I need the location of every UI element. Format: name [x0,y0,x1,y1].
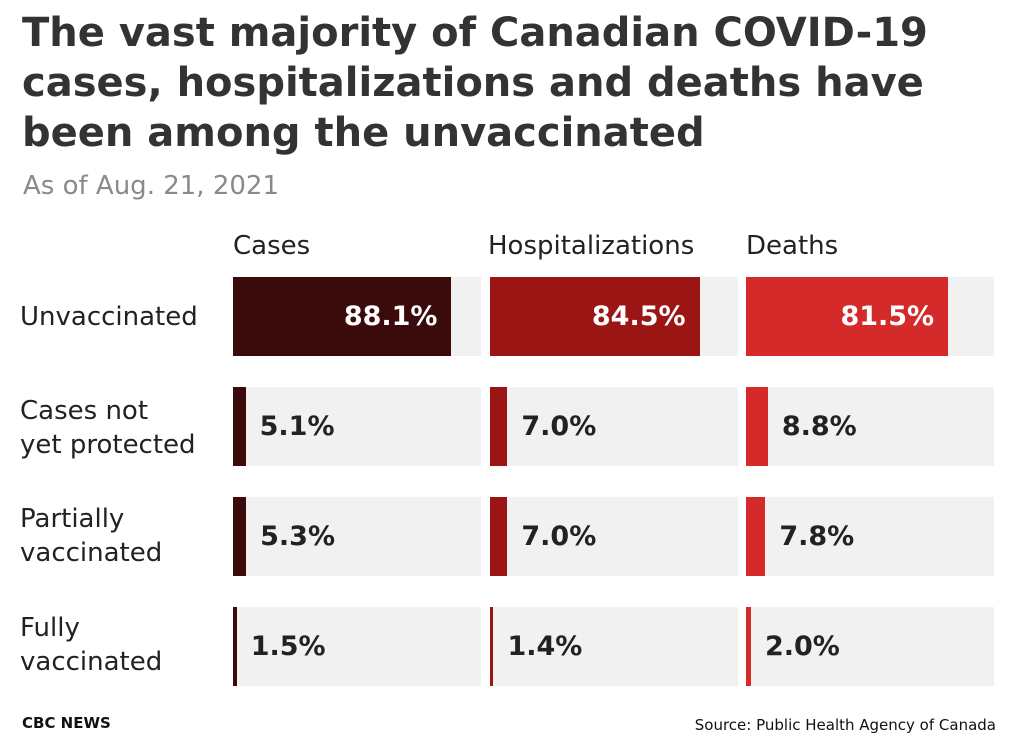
data-label-cases-cases-not-yet-protected: 5.1% [259,411,335,442]
bar-track-deaths-cases-not-yet-protected: 8.8% [746,387,994,466]
bar-hospitalizations-partially-vaccinated [490,497,508,576]
data-label-deaths-fully-vaccinated: 2.0% [764,631,840,662]
row-label-cases-not-yet-protected: Cases not yet protected [20,396,196,460]
data-label-hospitalizations-unvaccinated: 84.5% [591,301,686,332]
bar-hospitalizations-unvaccinated [490,277,700,356]
bar-deaths-cases-not-yet-protected [746,387,768,466]
bar-deaths-unvaccinated [746,277,949,356]
bar-track-cases-unvaccinated: 88.1% [233,277,481,356]
column-header-hospitalizations: Hospitalizations [488,231,695,261]
column-header-cases: Cases [233,231,311,261]
bar-track-hospitalizations-unvaccinated: 84.5% [490,277,738,356]
column-header-deaths: Deaths [746,231,839,261]
bar-track-hospitalizations-partially-vaccinated: 7.0% [490,497,738,576]
data-label-deaths-partially-vaccinated: 7.8% [779,521,855,552]
chart-title: The vast majority of Canadian COVID-19 c… [22,10,928,156]
brand-logo-text: CBC NEWS [22,714,111,732]
bar-track-hospitalizations-cases-not-yet-protected: 7.0% [490,387,738,466]
data-label-hospitalizations-cases-not-yet-protected: 7.0% [521,411,597,442]
row-label-unvaccinated: Unvaccinated [20,302,198,332]
data-label-cases-partially-vaccinated: 5.3% [260,521,336,552]
bar-deaths-partially-vaccinated [746,497,766,576]
row-label-partially-vaccinated: Partially vaccinated [20,504,163,568]
bar-track-hospitalizations-fully-vaccinated: 1.4% [490,607,738,686]
bar-cases-cases-not-yet-protected [233,387,246,466]
bar-track-cases-fully-vaccinated: 1.5% [233,607,481,686]
source-note: Source: Public Health Agency of Canada [694,716,996,734]
bar-track-cases-cases-not-yet-protected: 5.1% [233,387,481,466]
bar-cases-fully-vaccinated [233,607,237,686]
bar-track-deaths-unvaccinated: 81.5% [746,277,994,356]
data-label-cases-fully-vaccinated: 1.5% [250,631,326,662]
data-label-hospitalizations-fully-vaccinated: 1.4% [507,631,583,662]
chart-subtitle: As of Aug. 21, 2021 [23,171,280,201]
bar-cases-unvaccinated [233,277,452,356]
data-label-deaths-cases-not-yet-protected: 8.8% [781,411,857,442]
data-label-cases-unvaccinated: 88.1% [343,301,438,332]
row-label-fully-vaccinated: Fully vaccinated [20,613,163,677]
bar-cases-partially-vaccinated [233,497,247,576]
bar-deaths-fully-vaccinated [746,607,751,686]
bar-track-cases-partially-vaccinated: 5.3% [233,497,481,576]
bar-hospitalizations-cases-not-yet-protected [490,387,508,466]
bar-hospitalizations-fully-vaccinated [490,607,494,686]
data-label-hospitalizations-partially-vaccinated: 7.0% [521,521,597,552]
bar-track-deaths-fully-vaccinated: 2.0% [746,607,994,686]
data-label-deaths-unvaccinated: 81.5% [840,301,935,332]
bar-track-deaths-partially-vaccinated: 7.8% [746,497,994,576]
